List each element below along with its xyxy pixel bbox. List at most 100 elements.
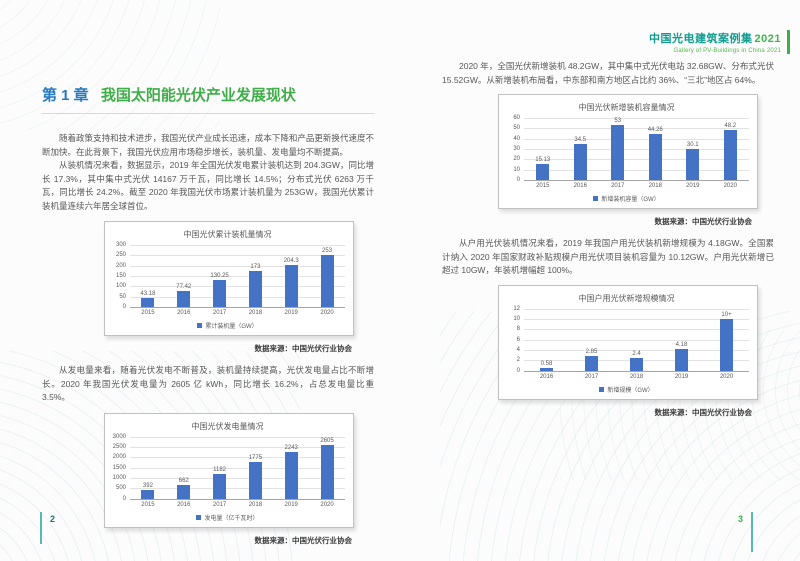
bar-value-label: 2.4: [632, 351, 641, 358]
legend: 发电量（亿千瓦时）: [110, 513, 345, 522]
y-axis-tick-label: 40: [513, 135, 520, 142]
paragraph: 从装机情况来看，数据显示，2019 年全国光伏发电累计装机达到 204.3GW，…: [42, 160, 374, 211]
x-axis: 2016 2017 2018 2019 2020: [524, 374, 749, 380]
legend-label: 新增规模（GW）: [607, 387, 654, 394]
bar: [536, 164, 550, 180]
legend: 新增规模（GW）: [504, 385, 749, 394]
x-axis: 2015 2016 2017 2018 2019 2020: [130, 502, 345, 508]
gridline: [524, 308, 749, 310]
x-axis-tick-label: 2017: [584, 373, 599, 380]
page-number: 3: [738, 514, 744, 524]
y-axis-tick-label: 2: [516, 357, 520, 364]
x-axis-tick-label: 2018: [248, 310, 263, 316]
bar-value-label: 662: [178, 477, 189, 484]
x-axis-tick-label: 2019: [284, 501, 298, 508]
x-axis-tick-label: 2015: [141, 501, 155, 508]
bar: [686, 148, 700, 180]
paragraph: 从发电量来看，随着光伏发电不断普及，装机量持续提高，光伏发电量占比不断增长。20…: [42, 365, 374, 402]
bar: [630, 358, 643, 371]
x-axis-tick-label: 2016: [177, 310, 191, 316]
gridline: [524, 138, 749, 140]
bar: [141, 298, 155, 307]
x-axis-tick-label: 2020: [320, 310, 334, 316]
y-axis-tick-label: 6: [516, 336, 520, 343]
chart-plot-area: 60 50 40 30 20 10 0 15.13 34.5 53 44.26 30.1 48.2: [504, 115, 750, 183]
bar-group: 15.13: [524, 118, 562, 180]
bar-group: 44.26: [637, 118, 675, 180]
legend-swatch: [593, 196, 599, 201]
y-axis-tick-label: 0: [122, 304, 126, 310]
bar-value-label: 30.1: [686, 141, 699, 148]
header-accent-bar: [787, 30, 790, 54]
x-axis: 2015 2016 2017 2018 2019 2020: [524, 183, 749, 189]
y-axis: 60 50 40 30 20 10 0: [504, 115, 524, 183]
gridline: [130, 245, 345, 246]
bar-value-label: 392: [142, 483, 153, 490]
bar-value-label: 43.18: [140, 291, 156, 298]
gridline: [130, 467, 345, 469]
y-axis-tick-label: 50: [513, 125, 520, 132]
bar-value-label: 0.58: [540, 360, 553, 367]
bar-group: 1182: [202, 437, 238, 499]
bar-value-label: 53: [614, 118, 622, 125]
bar: [320, 444, 334, 499]
chart-plot-area: 3000 2500 2000 1500 1000 500 0 392 662 1182 1775 22…: [110, 434, 345, 502]
chart-title: 中国光伏发电量情况: [191, 421, 264, 431]
y-axis-tick-label: 10: [513, 315, 520, 322]
page-number-right: 3: [730, 512, 754, 552]
bar-value-label: 34.5: [574, 137, 587, 144]
gridline: [130, 457, 345, 459]
bar: [648, 134, 662, 180]
left-page: 第 1 章 我国太阳能光伏产业发展现状 随着政策支持和技术进步，我国光伏产业成长…: [42, 84, 374, 546]
bar-group: 48.2: [712, 118, 750, 180]
y-axis-tick-label: 50: [119, 293, 126, 300]
bar-value-label: 173: [250, 264, 261, 271]
gridline: [524, 329, 749, 331]
bar: [213, 280, 227, 307]
book-year: 2021: [754, 33, 781, 45]
legend-swatch: [197, 323, 203, 328]
bar-value-label: 204.3: [283, 257, 299, 264]
bar-value-label: 2605: [320, 437, 334, 444]
chart-title: 中国光伏新增装机容量情况: [578, 103, 675, 112]
x-axis-tick-label: 2016: [177, 501, 191, 508]
bar: [723, 130, 737, 180]
x-axis: 2015 2016 2017 2018 2019 2020: [130, 310, 345, 316]
bar-value-label: 2243: [284, 445, 298, 452]
bar-value-label: 130.25: [210, 273, 229, 280]
bar-value-label: 253: [322, 247, 333, 254]
bar-group: 53: [599, 118, 637, 180]
gridline: [130, 276, 345, 277]
gridline: [130, 446, 345, 448]
x-axis-tick-label: 2017: [212, 501, 227, 508]
bar-group: 662: [166, 437, 202, 499]
x-axis-tick-label: 2015: [536, 183, 550, 189]
bars: 0.58 2.85 2.4 4.18 10+: [524, 309, 749, 371]
y-axis-tick-label: 250: [115, 252, 126, 259]
chart-household-pv-new-scale: 中国户用光伏新增规模情况 12 10 8 6 4 2 0 0.58 2.85 2.4 4.18 10+ 2…: [498, 284, 758, 400]
data-source-note: 数据来源：中国光伏行业协会: [254, 535, 353, 545]
legend-swatch: [599, 386, 605, 392]
bar-value-label: 44.26: [647, 127, 663, 134]
bar-value-label: 2.85: [585, 348, 598, 355]
bar: [177, 484, 191, 499]
bar-group: 2605: [309, 437, 345, 499]
y-axis-tick-label: 1000: [112, 474, 126, 481]
chart-title: 中国户用光伏新增规模情况: [578, 293, 675, 303]
page-number: 2: [50, 514, 56, 524]
bar: [177, 291, 191, 307]
y-axis-tick-label: 0: [516, 367, 520, 374]
x-axis-tick-label: 2015: [141, 310, 155, 316]
y-axis: 12 10 8 6 4 2 0: [504, 305, 524, 374]
y-axis-tick-label: 12: [513, 305, 520, 312]
gridline: [524, 149, 749, 150]
bar-group: 2.4: [614, 309, 659, 371]
bar-group: 30.1: [674, 118, 712, 180]
bar-group: 2.85: [569, 309, 614, 371]
y-axis-tick-label: 500: [115, 485, 126, 492]
bar-value-label: 10+: [721, 311, 732, 318]
plot-grid: 0.58 2.85 2.4 4.18 10+: [524, 308, 749, 372]
bar-group: 204.3: [273, 245, 309, 307]
y-axis-tick-label: 20: [513, 156, 520, 163]
y-axis-tick-label: 1500: [112, 464, 126, 471]
